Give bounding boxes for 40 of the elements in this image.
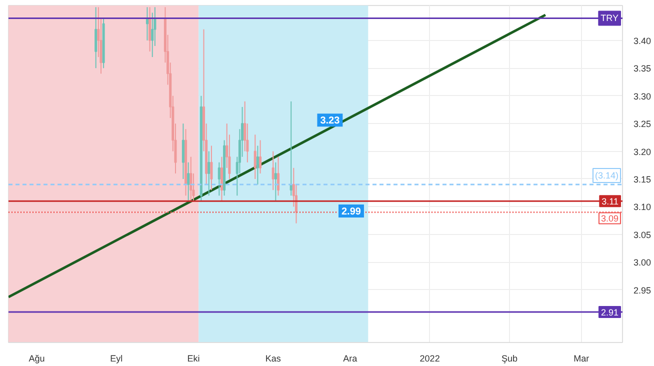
candlestick [220,156,223,202]
candlestick [274,162,277,202]
candlestick [182,123,184,180]
candlestick [94,6,98,69]
ref-line-label: 2.91 [600,308,619,318]
y-tick-label: 3.20 [634,146,652,157]
x-tick-label: Ara [343,354,358,364]
candlestick [272,150,274,191]
y-tick-label: 3.40 [634,36,652,46]
candlestick [187,162,190,202]
candlestick [148,6,152,52]
candlestick [258,140,262,174]
y-tick-label: 3.15 [634,174,652,184]
x-tick-label: 2022 [420,354,440,364]
y-tick-label: 2.95 [634,285,652,296]
candlestick [254,134,256,180]
ref-line-label: TRY [600,13,619,24]
candlestick [208,150,210,196]
candlestick [276,156,280,196]
ref-line-label: 3.11 [602,196,619,207]
y-tick-label: 3.05 [634,230,652,240]
y-tick-label: 3.10 [634,202,652,212]
ref-line-label: (3.14) [594,170,619,181]
x-tick-label: Ağu [28,354,45,364]
ref-line-label: 3.09 [600,214,619,224]
y-tick-label: 3.00 [634,258,652,268]
candlestick [218,162,220,196]
y-tick-label: 3.25 [634,119,652,130]
x-tick-label: Eyl [110,354,123,364]
y-tick-label: 3.35 [634,64,652,74]
x-tick-label: Mar [574,354,590,364]
x-tick-label: Eki [187,354,200,364]
candlestick [210,145,213,191]
y-tick-label: 3.30 [634,91,652,102]
annotation: 3.23 [320,116,340,127]
annotation: 2.99 [342,206,362,218]
x-tick-label: Kas [265,354,282,364]
candlestick [256,145,259,186]
candlestick [190,156,192,202]
x-tick-label: Şub [501,354,518,364]
